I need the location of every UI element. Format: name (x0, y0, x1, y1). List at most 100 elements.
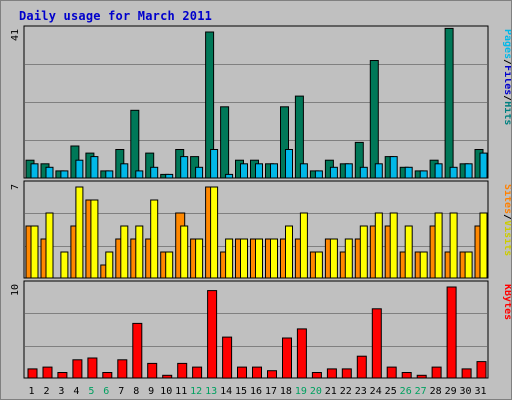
bar-kbytes-day-2 (42, 366, 53, 379)
x-tick-label: 26 (400, 386, 412, 397)
bar-sites-day-8 (135, 225, 144, 279)
bar-hits-day-29 (444, 27, 454, 179)
x-tick-label: 21 (325, 386, 337, 397)
ymax-label: 7 (10, 184, 21, 190)
bar-kbytes-day-15 (237, 366, 247, 379)
x-tick-label: 2 (43, 386, 49, 397)
legend-item: Sites (502, 184, 511, 214)
x-tick-label: 16 (250, 386, 262, 397)
bar-files-day-27 (419, 170, 428, 179)
bar-files-day-20 (314, 170, 323, 179)
x-tick-label: 18 (280, 386, 292, 397)
x-tick-label: 27 (415, 386, 427, 397)
ymax-label: 10 (10, 284, 21, 296)
bar-hits-day-23 (354, 141, 364, 179)
bar-sites-day-11 (180, 225, 189, 279)
bar-files-day-23 (359, 166, 368, 179)
bar-kbytes-day-30 (461, 368, 472, 379)
bar-kbytes-day-20 (311, 372, 322, 379)
bar-sites-day-21 (329, 238, 338, 279)
bar-files-day-4 (75, 159, 84, 179)
bar-kbytes-day-28 (431, 366, 442, 379)
panel-kbytes (23, 280, 489, 379)
bar-files-day-7 (120, 163, 129, 179)
bar-sites-day-29 (449, 212, 458, 279)
bar-kbytes-day-17 (267, 370, 277, 379)
bar-sites-day-6 (105, 251, 114, 279)
bar-files-day-31 (479, 152, 488, 179)
bar-files-day-9 (150, 166, 159, 179)
bar-sites-day-25 (389, 212, 398, 279)
bar-hits-day-13 (205, 31, 215, 179)
x-tick-label: 6 (103, 386, 109, 397)
legend-item: / (502, 59, 511, 65)
bar-kbytes-day-4 (72, 359, 83, 379)
bar-files-day-25 (389, 156, 398, 179)
bar-sites-day-13 (210, 186, 219, 279)
bar-sites-day-3 (60, 251, 69, 279)
bar-files-day-11 (180, 156, 189, 179)
x-tick-label: 12 (190, 386, 202, 397)
bar-kbytes-day-6 (102, 372, 113, 379)
bar-kbytes-day-14 (222, 336, 233, 379)
bar-files-day-3 (60, 170, 69, 179)
bar-files-day-29 (449, 166, 458, 179)
x-tick-label: 7 (118, 386, 124, 397)
bar-kbytes-day-3 (57, 372, 68, 379)
bar-files-day-12 (195, 166, 204, 179)
bar-sites-day-14 (225, 238, 234, 279)
bar-kbytes-day-7 (117, 359, 128, 379)
bar-kbytes-day-31 (476, 361, 487, 379)
bar-files-day-17 (270, 163, 278, 179)
bar-files-day-13 (210, 149, 219, 179)
bar-files-day-1 (30, 163, 39, 179)
bar-sites-day-10 (165, 251, 174, 279)
bar-kbytes-day-27 (416, 374, 427, 379)
legend-kbytes: KBytes (502, 284, 511, 320)
bar-sites-day-4 (75, 186, 84, 279)
legend-item: Hits (502, 101, 511, 125)
bar-files-day-8 (135, 170, 144, 179)
x-tick-label: 3 (58, 386, 64, 397)
bar-kbytes-day-18 (282, 337, 292, 379)
x-tick-label: 10 (160, 386, 172, 397)
bar-files-day-30 (464, 163, 473, 179)
legend-visits-sites: Sites/Visits (502, 184, 511, 256)
legend-item: Pages (502, 29, 511, 59)
chart-title: Daily usage for March 2011 (19, 9, 213, 23)
x-tick-label: 20 (310, 386, 322, 397)
x-tick-label: 9 (148, 386, 154, 397)
bar-sites-day-26 (404, 225, 413, 279)
x-tick-label: 25 (385, 386, 397, 397)
x-tick-label: 24 (370, 386, 382, 397)
bar-hits-day-8 (130, 109, 140, 179)
bar-sites-day-20 (314, 251, 323, 279)
bar-files-day-16 (255, 163, 263, 179)
x-tick-label: 11 (175, 386, 187, 397)
bar-kbytes-day-19 (296, 328, 307, 379)
bar-kbytes-day-21 (326, 368, 337, 379)
bar-sites-day-30 (464, 251, 473, 279)
bar-files-day-18 (285, 149, 293, 179)
legend-item: Files (502, 65, 511, 95)
bar-hits-day-18 (280, 106, 289, 179)
x-tick-label: 5 (88, 386, 94, 397)
x-tick-label: 28 (430, 386, 442, 397)
bar-sites-day-1 (30, 225, 39, 279)
bar-sites-day-17 (270, 238, 278, 279)
x-tick-label: 22 (340, 386, 352, 397)
ymax-label: 41 (10, 29, 21, 41)
bar-kbytes-day-11 (177, 362, 188, 379)
bar-files-day-24 (374, 163, 383, 179)
bar-sites-day-5 (90, 199, 99, 279)
legend-hits-files-pages: Pages/Files/Hits (502, 29, 511, 125)
bar-kbytes-day-29 (446, 286, 457, 379)
bar-kbytes-day-23 (356, 355, 367, 379)
bar-sites-day-24 (374, 212, 383, 279)
bar-kbytes-day-1 (27, 368, 38, 379)
bar-sites-day-15 (240, 238, 248, 279)
bar-files-day-5 (90, 156, 99, 179)
x-tick-label: 29 (445, 386, 457, 397)
